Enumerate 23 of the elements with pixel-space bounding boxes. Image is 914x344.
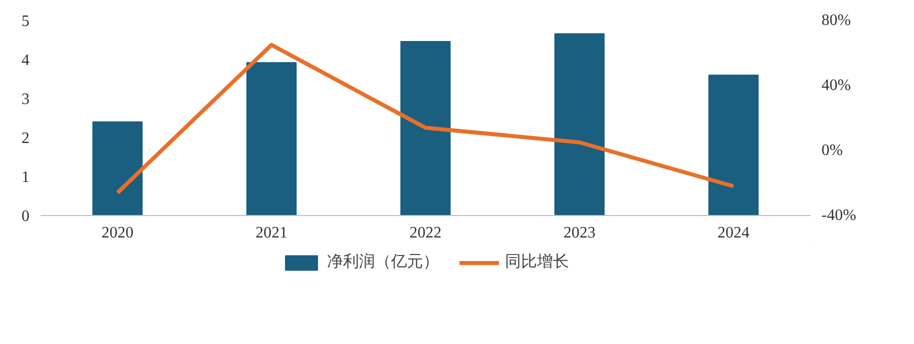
x-tick-label: 2022 — [410, 224, 442, 242]
bar — [92, 121, 143, 216]
y-tick-label: 4 — [22, 52, 30, 69]
y2-tick-label: -40% — [822, 207, 856, 224]
y2-tick-label: 40% — [822, 77, 851, 94]
y-tick-label: 2 — [22, 130, 30, 147]
bar — [708, 74, 759, 216]
y-tick-label: 1 — [22, 169, 30, 186]
y-tick-label: 3 — [22, 91, 30, 108]
x-tick-label: 2021 — [256, 224, 288, 242]
bar — [554, 33, 605, 216]
line-series — [116, 42, 736, 195]
bar — [246, 62, 297, 216]
y-tick-label: 5 — [22, 13, 30, 30]
y2-tick-label: 80% — [822, 12, 851, 29]
y-tick-label: 0 — [22, 208, 30, 225]
x-tick-label: 2024 — [718, 224, 750, 242]
legend-label: 净利润（亿元） — [327, 252, 439, 272]
x-tick-label: 2023 — [564, 224, 596, 242]
legend-label: 同比增长 — [505, 252, 569, 272]
bar — [400, 41, 451, 216]
x-tick-label: 2020 — [102, 224, 134, 242]
y2-tick-label: 0% — [822, 142, 843, 159]
